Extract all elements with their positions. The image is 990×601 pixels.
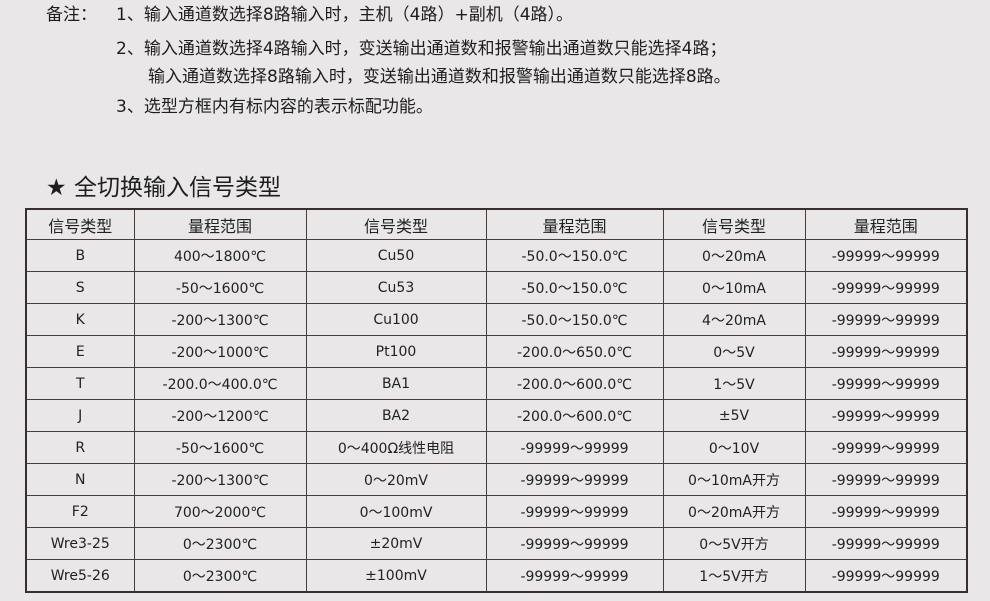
table-cell: ±100mV — [305, 559, 487, 593]
table-cell: -99999～99999 — [804, 559, 968, 593]
table-cell: K — [25, 303, 135, 336]
table-cell: T — [25, 367, 135, 400]
table-row: K -200～1300℃ Cu100 -50.0～150.0℃ 4～20mA -99999… — [25, 303, 968, 336]
table-cell: -99999～99999 — [804, 271, 968, 304]
table-cell: E — [25, 335, 135, 368]
table-cell: 400～1800℃ — [133, 239, 307, 272]
table-row: E -200～1000℃ Pt100 -200.0～650.0℃ 0～5V -99999～… — [25, 335, 968, 368]
table-cell: -200.0～600.0℃ — [485, 367, 664, 400]
column-header: 量程范围 — [804, 208, 968, 240]
table-cell: 0～20mA开方 — [662, 495, 806, 528]
table-cell: 0～10mA开方 — [662, 463, 806, 496]
table-cell: R — [25, 431, 135, 464]
table-cell: Cu50 — [305, 239, 487, 272]
table-cell: 1～5V — [662, 367, 806, 400]
note-line-4: 3、选型方框内有标内容的表示标配功能。 — [116, 97, 433, 117]
table-cell: N — [25, 463, 135, 496]
table-row: T -200.0～400.0℃ BA1 -200.0～600.0℃ 1～5V -99999… — [25, 367, 968, 400]
table-cell: F2 — [25, 495, 135, 528]
table-cell: -200.0～400.0℃ — [133, 367, 307, 400]
table-cell: -200.0～650.0℃ — [485, 335, 664, 368]
table-row: B 400～1800℃ Cu50 -50.0～150.0℃ 0～20mA -99999～9… — [25, 239, 968, 272]
table-cell: -99999～99999 — [485, 463, 664, 496]
table-cell: 0～2300℃ — [133, 559, 307, 593]
column-header: 信号类型 — [25, 208, 135, 240]
column-header: 信号类型 — [305, 208, 487, 240]
column-header: 量程范围 — [485, 208, 664, 240]
table-cell: -99999～99999 — [804, 367, 968, 400]
table-cell: Pt100 — [305, 335, 487, 368]
table-cell: ±20mV — [305, 527, 487, 560]
table-cell: -50～1600℃ — [133, 271, 307, 304]
table-cell: 0～20mA — [662, 239, 806, 272]
table-cell: -99999～99999 — [485, 431, 664, 464]
table-cell: Wre5-26 — [25, 559, 135, 593]
table-cell: -99999～99999 — [804, 495, 968, 528]
table-cell: -200～1000℃ — [133, 335, 307, 368]
table-header-row: 信号类型 量程范围 信号类型 量程范围 信号类型 量程范围 — [25, 208, 968, 240]
table-cell: 0～400Ω线性电阻 — [305, 431, 487, 464]
table-cell: -50.0～150.0℃ — [485, 271, 664, 304]
table-cell: -50～1600℃ — [133, 431, 307, 464]
table-cell: -200～1200℃ — [133, 399, 307, 432]
section-title: ★ 全切换输入信号类型 — [46, 168, 281, 202]
table-row: R -50～1600℃ 0～400Ω线性电阻 -99999～99999 0～10V -99… — [25, 431, 968, 464]
table-cell: Wre3-25 — [25, 527, 135, 560]
table-cell: BA1 — [305, 367, 487, 400]
table-cell: 0～100mV — [305, 495, 487, 528]
table-cell: 4～20mA — [662, 303, 806, 336]
table-cell: J — [25, 399, 135, 432]
table-cell: BA2 — [305, 399, 487, 432]
table-cell: -200～1300℃ — [133, 463, 307, 496]
table-cell: -99999～99999 — [485, 495, 664, 528]
table-cell: B — [25, 239, 135, 272]
table-cell: -99999～99999 — [804, 431, 968, 464]
note-line-3: 输入通道数选择8路输入时，变送输出通道数和报警输出通道数只能选择8路。 — [148, 67, 731, 87]
note-line-2: 2、输入通道数选择4路输入时，变送输出通道数和报警输出通道数只能选择4路； — [116, 39, 727, 59]
table-cell: 0～5V开方 — [662, 527, 806, 560]
table-cell: -99999～99999 — [804, 303, 968, 336]
table-cell: -99999～99999 — [804, 399, 968, 432]
table-cell: 0～5V — [662, 335, 806, 368]
table-cell: -50.0～150.0℃ — [485, 303, 664, 336]
table-cell: 1～5V开方 — [662, 559, 806, 593]
table-cell: Cu53 — [305, 271, 487, 304]
table-cell: -99999～99999 — [804, 527, 968, 560]
notes-label: 备注： — [46, 5, 97, 25]
table-row: N -200～1300℃ 0～20mV -99999～99999 0～10mA开方 -99… — [25, 463, 968, 496]
table-cell: -50.0～150.0℃ — [485, 239, 664, 272]
signal-type-table: 信号类型 量程范围 信号类型 量程范围 信号类型 量程范围 B 400～1800℃ Cu50-… — [25, 208, 968, 593]
column-header: 量程范围 — [133, 208, 307, 240]
table-cell: -200～1300℃ — [133, 303, 307, 336]
table-cell: Cu100 — [305, 303, 487, 336]
table-cell: 0～10mA — [662, 271, 806, 304]
table-cell: -99999～99999 — [804, 335, 968, 368]
table-row: F2 700～2000℃ 0～100mV -99999～99999 0～20mA开方 -9… — [25, 495, 968, 528]
table-row: J -200～1200℃ BA2 -200.0～600.0℃ ±5V -99999～999… — [25, 399, 968, 432]
table-cell: 0～2300℃ — [133, 527, 307, 560]
section-title-text: 全切换输入信号类型 — [73, 175, 281, 201]
table-cell: -99999～99999 — [804, 463, 968, 496]
table-cell: -99999～99999 — [485, 559, 664, 593]
table-cell: -99999～99999 — [485, 527, 664, 560]
table-cell: 0～20mV — [305, 463, 487, 496]
note-line-1: 1、输入通道数选择8路输入时，主机（4路）+副机（4路）。 — [116, 5, 574, 25]
table-cell: 0～10V — [662, 431, 806, 464]
table-cell: -200.0～600.0℃ — [485, 399, 664, 432]
column-header: 信号类型 — [662, 208, 806, 240]
table-cell: ±5V — [662, 399, 806, 432]
table-row: S -50～1600℃ Cu53 -50.0～150.0℃ 0～10mA -99999～9… — [25, 271, 968, 304]
star-icon: ★ — [46, 175, 67, 201]
table-cell: -99999～99999 — [804, 239, 968, 272]
table-row: Wre3-25 0～2300℃ ±20mV -99999～99999 0～5V开方 -99… — [25, 527, 968, 560]
table-row: Wre5-26 0～2300℃ ±100mV -99999～99999 1～5V开方 -9… — [25, 559, 968, 593]
table-cell: S — [25, 271, 135, 304]
table-cell: 700～2000℃ — [133, 495, 307, 528]
